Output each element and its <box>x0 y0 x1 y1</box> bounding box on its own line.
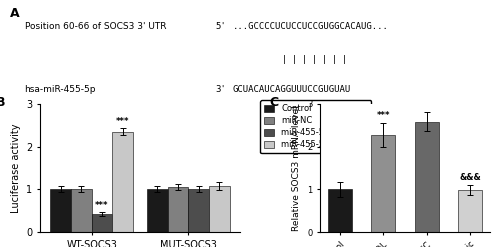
Bar <box>147 189 168 232</box>
Bar <box>168 187 188 232</box>
Bar <box>92 214 112 232</box>
Bar <box>372 135 395 232</box>
Bar <box>71 189 92 232</box>
Text: ***: *** <box>95 201 108 210</box>
Bar <box>50 189 71 232</box>
Text: C: C <box>269 96 278 109</box>
Text: &&&: &&& <box>460 173 481 182</box>
Bar <box>328 189 351 232</box>
Text: ***: *** <box>376 111 390 120</box>
Bar <box>188 189 209 232</box>
Text: hsa-miR-455-5p: hsa-miR-455-5p <box>24 85 96 94</box>
Text: 5': 5' <box>216 22 226 31</box>
Text: ***: *** <box>116 117 130 126</box>
Y-axis label: Relative SOCS3 mRNA level: Relative SOCS3 mRNA level <box>292 105 302 231</box>
Bar <box>458 190 482 232</box>
Bar <box>112 132 133 232</box>
Text: Position 60-66 of SOCS3 3' UTR: Position 60-66 of SOCS3 3' UTR <box>24 22 166 31</box>
Bar <box>415 122 438 232</box>
Legend: Control, miR-NC, miR-455-5p mimic, miR-455-5p inhibitor: Control, miR-NC, miR-455-5p mimic, miR-4… <box>260 100 372 153</box>
Text: A: A <box>10 7 20 20</box>
Text: ...GCCCCUCUCCUCCGUGGCACAUG...: ...GCCCCUCUCCUCCGUGGCACAUG... <box>233 22 388 31</box>
Text: 3': 3' <box>216 85 226 94</box>
Y-axis label: Luciferase activity: Luciferase activity <box>10 123 20 213</box>
Text: B: B <box>0 96 6 109</box>
Bar <box>209 186 230 232</box>
Text: GCUACAUCAGGUUUCCGUGUAU: GCUACAUCAGGUUUCCGUGUAU <box>233 85 351 94</box>
Text: | | | | | | |: | | | | | | | <box>282 55 347 64</box>
